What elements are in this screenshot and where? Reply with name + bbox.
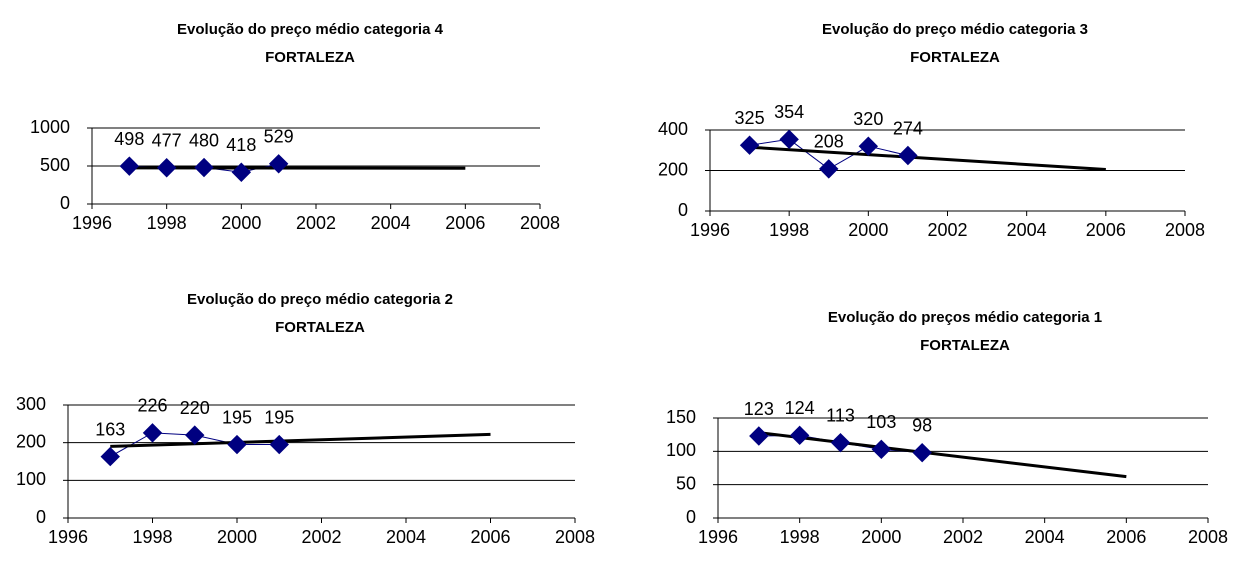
x-tick-label: 1998 [769,220,809,240]
marker [750,427,768,445]
marker [270,155,288,173]
marker [195,159,213,177]
chart-subtitle: FORTALEZA [275,319,365,336]
data-label: 477 [152,130,182,150]
y-tick-label: 100 [666,440,696,460]
y-tick-label: 300 [16,394,46,414]
data-label: 226 [137,396,167,416]
data-label: 123 [744,399,774,419]
x-tick-label: 1998 [147,213,187,233]
x-tick-label: 2002 [927,220,967,240]
data-label: 113 [826,405,855,425]
y-tick-label: 200 [16,431,46,451]
data-label: 163 [95,419,125,439]
marker [913,444,931,462]
x-tick-label: 2000 [861,527,901,547]
marker [228,436,246,454]
x-tick-label: 1996 [698,527,738,547]
x-tick-label: 2000 [221,213,261,233]
marker [872,440,890,458]
marker [820,160,838,178]
data-label: 325 [735,108,765,128]
y-tick-label: 0 [678,200,688,220]
x-tick-label: 1996 [48,527,88,547]
y-tick-label: 150 [666,407,696,427]
marker [859,137,877,155]
marker [780,130,798,148]
marker [120,157,138,175]
y-tick-label: 1000 [30,117,70,137]
chart-title: Evolução do preço médio categoria 4 [177,21,444,38]
data-label: 208 [814,132,844,152]
x-tick-label: 2004 [386,527,426,547]
trend-line [110,434,490,446]
data-label: 220 [180,398,210,418]
data-label: 529 [264,127,294,147]
marker [101,448,119,466]
y-tick-label: 200 [658,159,688,179]
marker [144,424,162,442]
x-tick-label: 1998 [132,527,172,547]
x-tick-label: 2002 [943,527,983,547]
marker [158,159,176,177]
trend-line [759,433,1127,477]
data-label: 103 [866,412,896,432]
x-tick-label: 2004 [371,213,411,233]
marker [186,426,204,444]
marker [270,436,288,454]
data-label: 498 [114,129,144,149]
data-label: 98 [912,415,932,435]
x-tick-label: 2004 [1025,527,1065,547]
data-label: 195 [222,407,252,427]
x-tick-label: 1996 [690,220,730,240]
x-tick-label: 2002 [296,213,336,233]
marker [832,434,850,452]
data-label: 480 [189,130,219,150]
chart-subtitle: FORTALEZA [910,49,1000,66]
y-tick-label: 100 [16,469,46,489]
y-tick-label: 400 [658,119,688,139]
x-tick-label: 2006 [1086,220,1126,240]
x-tick-label: 1996 [72,213,112,233]
x-tick-label: 2002 [301,527,341,547]
x-tick-label: 2006 [470,527,510,547]
data-label: 418 [226,135,256,155]
trend-line [750,147,1106,169]
x-tick-label: 2008 [1188,527,1228,547]
x-tick-label: 2008 [520,213,560,233]
x-tick-label: 2000 [217,527,257,547]
data-label: 320 [853,109,883,129]
x-tick-label: 2000 [848,220,888,240]
chart-subtitle: FORTALEZA [920,337,1010,354]
chart-title: Evolução do preço médio categoria 3 [822,21,1088,38]
chart-title: Evolução do preços médio categoria 1 [828,309,1102,326]
x-tick-label: 1998 [780,527,820,547]
x-tick-label: 2008 [1165,220,1205,240]
y-tick-label: 50 [676,473,696,493]
data-label: 195 [264,407,294,427]
marker [791,426,809,444]
marker [899,147,917,165]
x-tick-label: 2006 [445,213,485,233]
chart-subtitle: FORTALEZA [265,49,355,66]
y-tick-label: 0 [36,507,46,527]
x-tick-label: 2006 [1106,527,1146,547]
y-tick-label: 0 [686,507,696,527]
data-label: 124 [785,398,815,418]
y-tick-label: 0 [60,193,70,213]
data-label: 354 [774,102,804,122]
y-tick-label: 500 [40,155,70,175]
x-tick-label: 2008 [555,527,595,547]
chart-title: Evolução do preço médio categoria 2 [187,291,453,308]
x-tick-label: 2004 [1007,220,1047,240]
data-label: 274 [893,118,923,138]
marker [741,136,759,154]
